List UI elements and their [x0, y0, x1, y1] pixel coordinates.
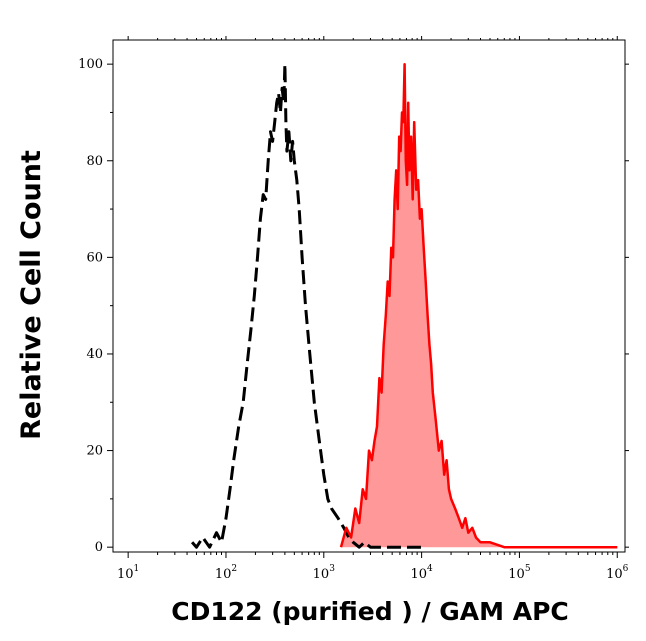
y-tick-label: 0 — [95, 540, 103, 555]
x-tick-label: 102 — [215, 564, 237, 582]
y-tick-label: 60 — [86, 250, 103, 265]
x-tick-label: 106 — [606, 564, 629, 582]
series-1-line — [339, 62, 618, 549]
y-tick-label: 20 — [86, 444, 103, 459]
y-tick-label: 40 — [86, 347, 103, 362]
x-tick-label: 105 — [508, 564, 531, 582]
y-axis-title: Relative Cell Count — [16, 150, 47, 440]
series-0-line — [190, 62, 422, 549]
x-axis-title: CD122 (purified ) / GAM APC — [171, 597, 569, 626]
y-tick-label: 100 — [78, 57, 103, 72]
y-tick-label: 80 — [86, 154, 103, 169]
x-tick-label: 104 — [410, 564, 433, 582]
series-1-area — [341, 64, 618, 548]
plot-frame — [112, 39, 626, 553]
x-tick-label: 103 — [313, 564, 336, 582]
x-tick-label: 101 — [117, 564, 139, 582]
